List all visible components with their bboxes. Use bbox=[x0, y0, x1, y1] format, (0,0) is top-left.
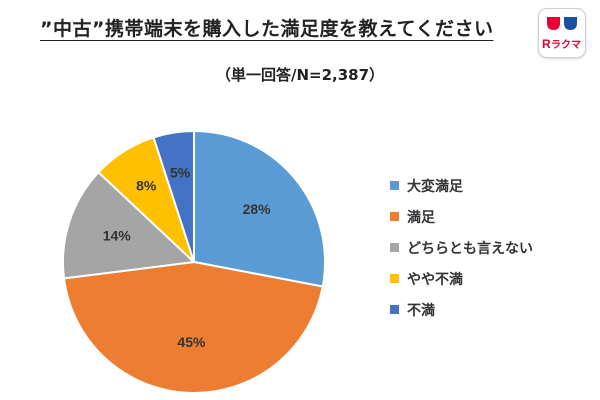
pie-slice bbox=[62, 170, 197, 280]
legend-label: やや不満 bbox=[407, 271, 463, 288]
chart-title: ”中古”携帯端末を購入した満足度を教えてください bbox=[40, 18, 494, 40]
legend-swatch bbox=[390, 243, 399, 252]
rakuma-logo: R ラクマ bbox=[538, 8, 586, 58]
legend-swatch bbox=[390, 305, 399, 314]
legend-label: 満足 bbox=[407, 209, 435, 226]
pie-slice bbox=[62, 260, 324, 394]
legend-swatch bbox=[390, 212, 399, 221]
legend-swatch bbox=[390, 181, 399, 190]
chart-subtitle: （単一回答/N=2,387） bbox=[215, 66, 385, 84]
pie-slice bbox=[193, 129, 326, 288]
logo-mark: R bbox=[542, 37, 551, 51]
legend-item: 大変満足 bbox=[390, 170, 533, 201]
logo-text: ラクマ bbox=[551, 39, 581, 51]
logo-red-cup bbox=[547, 17, 560, 30]
legend-label: どちらとも言えない bbox=[407, 240, 533, 257]
legend-item: 満足 bbox=[390, 201, 533, 232]
chart-legend: 大変満足満足どちらとも言えない やや不満不満 bbox=[390, 170, 533, 325]
legend-label: 不満 bbox=[407, 302, 435, 319]
slice-data-label: 14% bbox=[103, 228, 132, 244]
legend-item: やや不満 bbox=[390, 263, 533, 294]
legend-item: どちらとも言えない bbox=[390, 232, 533, 263]
legend-item: 不満 bbox=[390, 294, 533, 325]
slice-data-label: 45% bbox=[177, 334, 206, 350]
slice-data-label: 8% bbox=[136, 177, 157, 193]
legend-swatch bbox=[390, 274, 399, 283]
legend-label: 大変満足 bbox=[407, 178, 463, 195]
rakuma-logo-graphic: R ラクマ bbox=[542, 17, 581, 51]
slice-data-label: 28% bbox=[243, 201, 272, 217]
logo-blue-cup bbox=[564, 17, 577, 30]
pie-slice bbox=[152, 129, 195, 263]
slice-data-label: 5% bbox=[170, 165, 191, 181]
